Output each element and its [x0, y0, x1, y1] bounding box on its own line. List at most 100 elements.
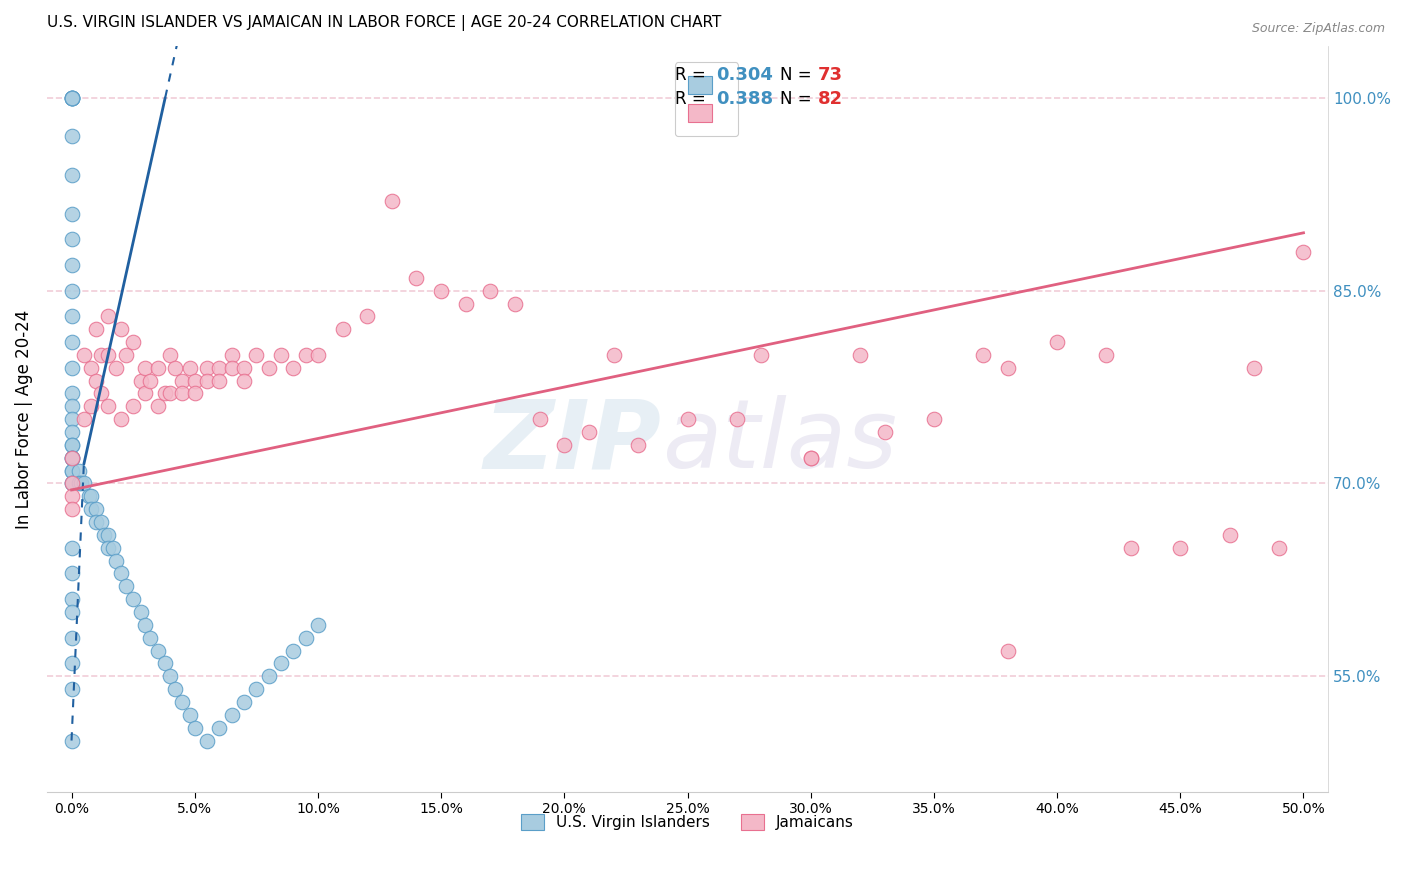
Point	[122, 334, 145, 349]
Point	[676, 412, 699, 426]
Point	[179, 360, 201, 375]
Point	[800, 450, 823, 465]
Point	[60, 489, 83, 503]
Point	[146, 643, 169, 657]
Point	[84, 502, 107, 516]
Point	[73, 348, 96, 362]
Point	[60, 682, 83, 697]
Point	[122, 592, 145, 607]
Point	[67, 476, 90, 491]
Point	[283, 643, 305, 657]
Point	[153, 386, 176, 401]
Point	[257, 669, 280, 683]
Point	[60, 91, 83, 105]
Point	[283, 360, 305, 375]
Point	[77, 489, 100, 503]
Point	[80, 400, 103, 414]
Point	[997, 360, 1019, 375]
Point	[270, 657, 292, 671]
Text: R =: R =	[675, 66, 710, 84]
Point	[60, 464, 83, 478]
Text: ZIP: ZIP	[484, 395, 662, 488]
Point	[122, 400, 145, 414]
Point	[114, 579, 136, 593]
Point	[405, 270, 427, 285]
Point	[60, 334, 83, 349]
Point	[60, 400, 83, 414]
Point	[553, 438, 575, 452]
Point	[183, 386, 205, 401]
Point	[60, 412, 83, 426]
Point	[60, 476, 83, 491]
Point	[578, 425, 600, 439]
Point	[221, 348, 243, 362]
Point	[257, 360, 280, 375]
Point	[163, 360, 186, 375]
Point	[503, 296, 526, 310]
Point	[60, 258, 83, 272]
Point	[233, 695, 256, 709]
Text: 73: 73	[818, 66, 844, 84]
Point	[153, 657, 176, 671]
Point	[751, 348, 773, 362]
Point	[139, 631, 162, 645]
Point	[1095, 348, 1118, 362]
Point	[208, 721, 231, 735]
Point	[60, 438, 83, 452]
Point	[84, 515, 107, 529]
Point	[97, 310, 120, 324]
Point	[1168, 541, 1191, 555]
Text: atlas: atlas	[662, 395, 897, 488]
Point	[294, 631, 316, 645]
Point	[972, 348, 994, 362]
Point	[139, 374, 162, 388]
Point	[80, 360, 103, 375]
Point	[1292, 245, 1315, 260]
Legend: U.S. Virgin Islanders, Jamaicans: U.S. Virgin Islanders, Jamaicans	[515, 807, 860, 837]
Point	[307, 348, 329, 362]
Point	[60, 592, 83, 607]
Point	[1046, 334, 1069, 349]
Point	[159, 669, 181, 683]
Point	[725, 412, 748, 426]
Point	[84, 322, 107, 336]
Point	[60, 360, 83, 375]
Point	[146, 400, 169, 414]
Text: 0.304: 0.304	[716, 66, 772, 84]
Point	[172, 374, 194, 388]
Point	[1219, 528, 1241, 542]
Point	[245, 682, 267, 697]
Point	[73, 412, 96, 426]
Point	[454, 296, 477, 310]
Point	[627, 438, 650, 452]
Point	[90, 348, 112, 362]
Point	[110, 412, 132, 426]
Point	[97, 541, 120, 555]
Point	[159, 386, 181, 401]
Point	[159, 348, 181, 362]
Point	[134, 386, 156, 401]
Point	[60, 605, 83, 619]
Point	[60, 91, 83, 105]
Point	[67, 464, 90, 478]
Point	[97, 528, 120, 542]
Point	[60, 425, 83, 439]
Point	[60, 631, 83, 645]
Text: 0.388: 0.388	[716, 89, 773, 108]
Point	[110, 322, 132, 336]
Y-axis label: In Labor Force | Age 20-24: In Labor Force | Age 20-24	[15, 310, 32, 529]
Point	[84, 374, 107, 388]
Text: N =: N =	[780, 89, 817, 108]
Point	[93, 528, 115, 542]
Point	[873, 425, 896, 439]
Point	[60, 502, 83, 516]
Point	[195, 733, 218, 747]
Point	[270, 348, 292, 362]
Point	[110, 566, 132, 581]
Point	[97, 400, 120, 414]
Point	[179, 707, 201, 722]
Point	[163, 682, 186, 697]
Point	[134, 618, 156, 632]
Point	[381, 194, 404, 208]
Point	[60, 284, 83, 298]
